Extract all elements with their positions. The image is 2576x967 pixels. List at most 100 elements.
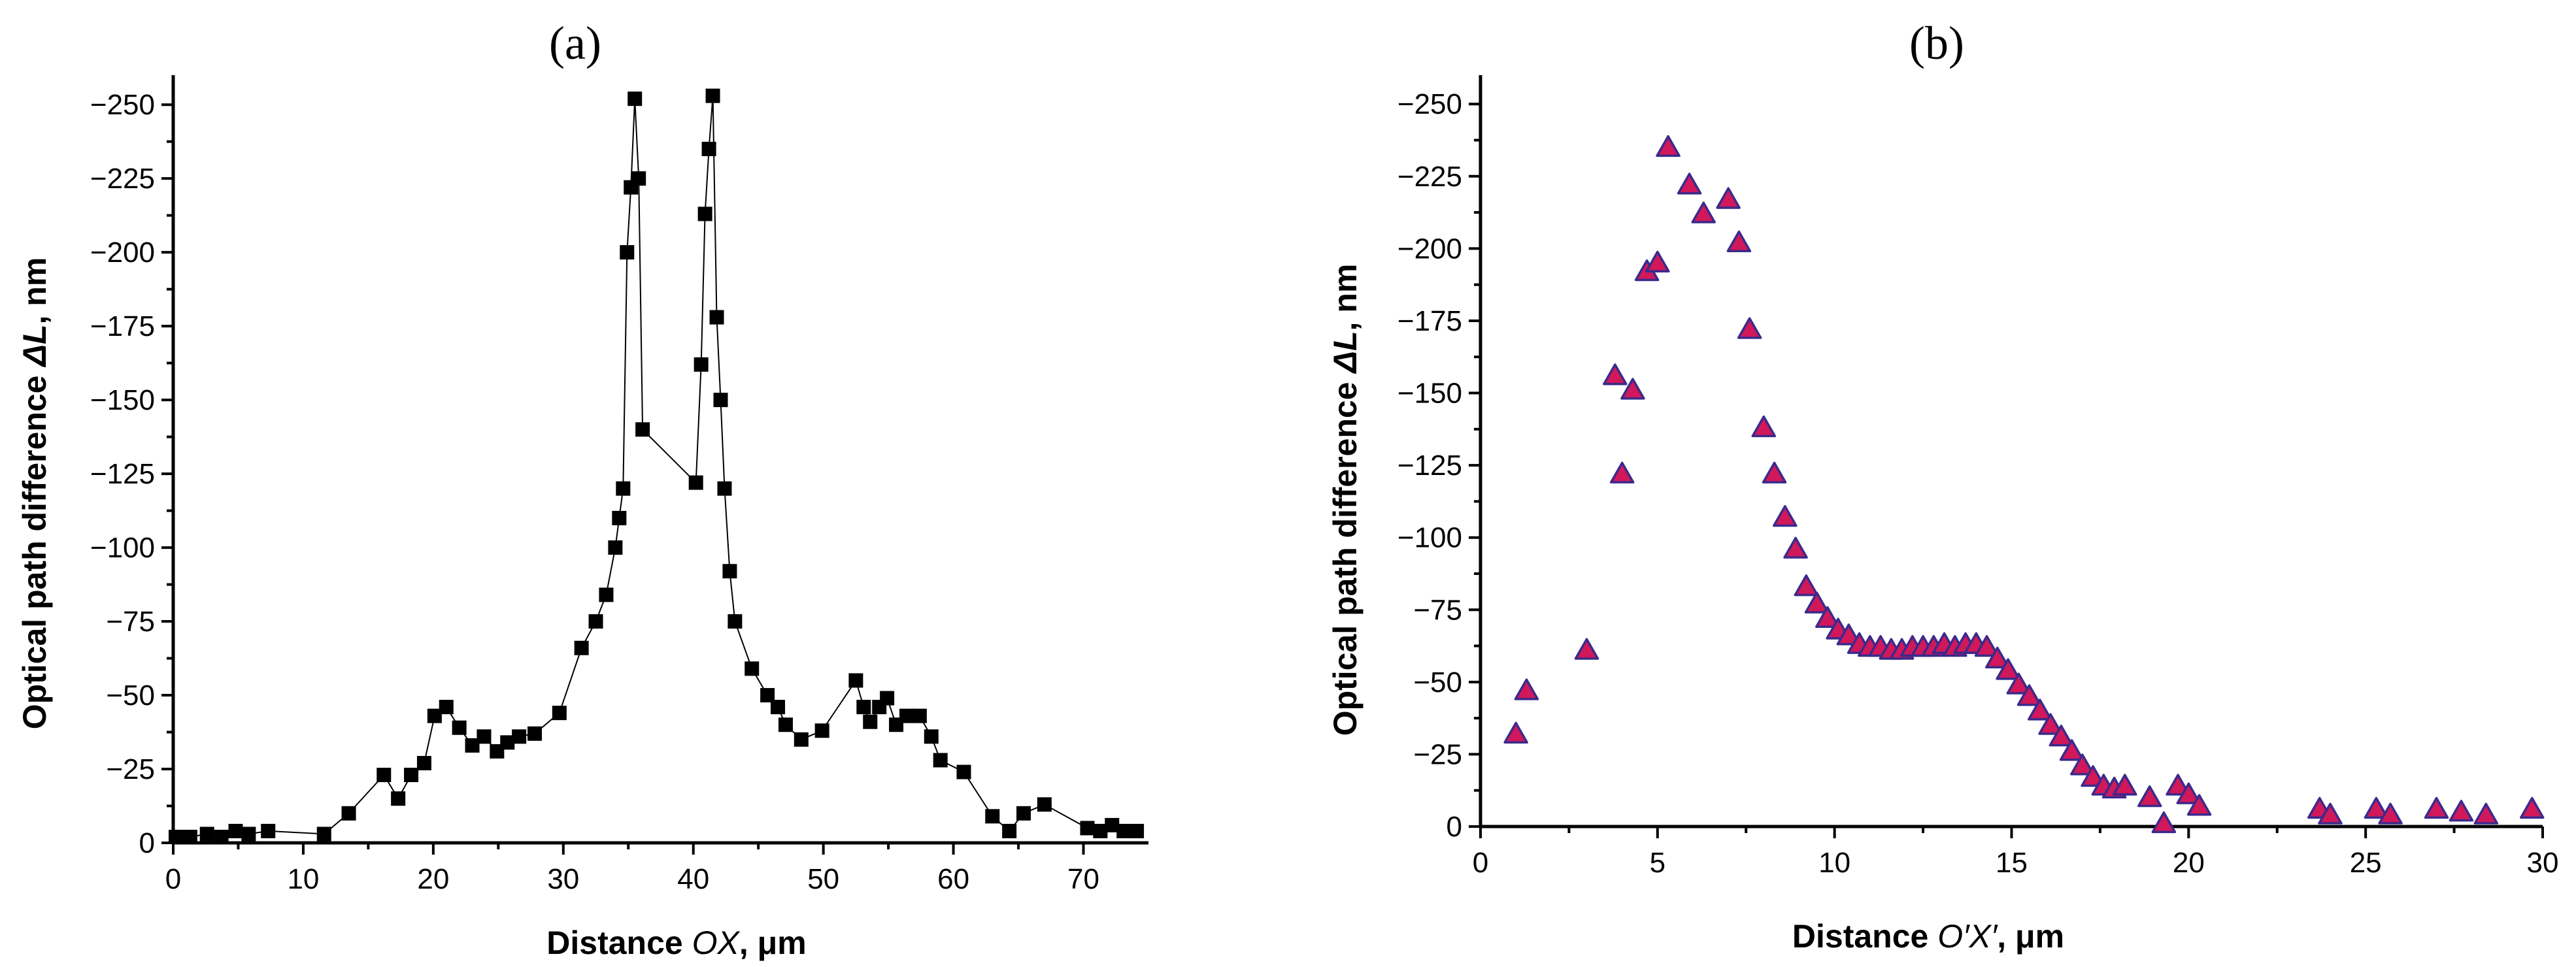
panel-a-x-tick-label: 70 <box>1067 863 1099 895</box>
panel-a-data-point <box>744 661 760 676</box>
panel-a-data-point <box>439 700 454 715</box>
panel-a-data-point <box>924 729 939 744</box>
panel-a-data-point <box>477 729 492 744</box>
panel-b-data-point <box>1716 187 1741 209</box>
panel-a-data-point <box>241 827 256 842</box>
panel-b-y-tick-label: 0 <box>1447 811 1462 843</box>
panel-b-data-point <box>2449 800 2474 822</box>
panel-a-x-tick-label: 40 <box>677 863 709 895</box>
panel-a-data-point <box>588 614 603 629</box>
panel-a-data-point <box>527 726 543 741</box>
panel-b-data-point <box>2473 802 2499 825</box>
panel-b-data-point <box>1815 606 1840 629</box>
panel-b-data-point <box>2137 785 2162 808</box>
panel-a-chart: (a) Distance OX, μm Optical path differe… <box>16 17 1148 961</box>
panel-b-y-tick-label: −125 <box>1397 450 1462 482</box>
panel-a-data-point <box>616 481 631 496</box>
panel-b-x-tick-label: 25 <box>2350 847 2382 879</box>
panel-b-data-point <box>1677 172 1702 195</box>
panel-a-data-point <box>722 564 737 579</box>
panel-a-data-point <box>697 206 712 221</box>
panel-a-data-point <box>1016 806 1031 821</box>
panel-a-data-point <box>688 475 703 490</box>
panel-a-data-point <box>182 829 197 844</box>
panel-a-data-point <box>771 700 786 715</box>
panel-b-data-point <box>1773 504 1798 527</box>
panel-a-data-point <box>794 732 809 747</box>
panel-a-data-point <box>261 823 276 838</box>
panel-b-data-point <box>1603 363 1628 385</box>
panel-b-y-tick-label: −150 <box>1397 378 1462 410</box>
panel-b-data-point <box>1762 461 1787 484</box>
panel-b-data-point <box>1974 635 1999 657</box>
panel-b-data-point <box>2364 796 2389 819</box>
panel-a-label: (a) <box>549 17 601 69</box>
panel-a-y-tick-label: −225 <box>90 163 155 195</box>
panel-a-y-tick-label: −200 <box>90 237 155 269</box>
panel-b-y-tick-label: −25 <box>1413 738 1462 770</box>
panel-b-y-tick-label: −200 <box>1397 233 1462 265</box>
panel-b-chart: (b) Distance O′X′, μm Optical path diffe… <box>1327 17 2558 955</box>
panel-a-data-point <box>341 806 356 821</box>
panel-a-y-tick-label: −250 <box>90 89 155 121</box>
panel-a-data-point <box>863 714 878 729</box>
panel-a-y-tick-label: −175 <box>90 310 155 342</box>
panel-a-y-axis-title: Optical path difference ΔL, nm <box>16 257 53 730</box>
panel-a-data-point <box>574 640 589 655</box>
panel-a-data-point <box>599 587 614 602</box>
panel-a-x-axis-title: Distance OX, μm <box>546 925 806 961</box>
panel-a-data-point <box>228 823 243 838</box>
panel-b-data-point <box>2520 796 2545 819</box>
panel-b-y-axis-title: Optical path difference ΔL, nm <box>1327 264 1363 736</box>
panel-a-data-point <box>608 540 623 555</box>
panel-a-data-point <box>1116 823 1131 838</box>
panel-a-data-point <box>427 708 442 723</box>
panel-a-data-point <box>705 88 720 103</box>
panel-b-data-point <box>2176 782 2201 804</box>
panel-b-y-tick-label: −50 <box>1413 666 1462 698</box>
panel-a-data-point <box>1002 823 1017 838</box>
panel-b-data-point <box>1783 536 1808 559</box>
panel-a-data-point <box>899 708 914 723</box>
panel-a-data-point <box>404 768 419 783</box>
panel-a-data-point <box>316 827 331 842</box>
panel-a-data-point <box>912 708 927 723</box>
panel-a-data-point <box>168 829 183 844</box>
panel-a-data-point <box>713 393 728 408</box>
panel-b-data-point <box>2028 698 2052 721</box>
panel-b-x-tick-label: 15 <box>1996 847 2028 879</box>
panel-b-data-point <box>1751 415 1777 438</box>
panel-a-data-point <box>760 688 775 703</box>
panel-b-y-tick-label: −100 <box>1397 522 1462 554</box>
panel-a-data-point <box>627 91 643 107</box>
panel-a-data-point <box>500 735 515 750</box>
panel-a-data-point <box>391 791 406 806</box>
panel-a-y-tick-label: −25 <box>106 753 155 785</box>
panel-b-data-point <box>1836 623 1862 646</box>
panel-b-data-point <box>1645 250 1670 272</box>
panel-b-data-point <box>2166 774 2190 796</box>
panel-a-data-point <box>376 768 392 783</box>
panel-a-x-tick-label: 50 <box>807 863 839 895</box>
panel-a-data-point <box>848 673 863 688</box>
panel-a-data-point <box>416 755 431 770</box>
panel-b-data-point <box>1726 230 1752 253</box>
panel-a-data-point <box>985 809 1000 824</box>
panel-a-data-point <box>1080 821 1095 836</box>
panel-b-data-point <box>1656 135 1681 157</box>
panel-a-y-tick-label: −100 <box>90 532 155 564</box>
panel-a-data-point <box>728 614 743 629</box>
panel-a-series-line <box>176 95 1137 838</box>
panel-b-data-point <box>1620 378 1645 400</box>
panel-b-data-point <box>1794 574 1819 597</box>
panel-b-data-point <box>2070 753 2095 776</box>
panel-a-x-tick-label: 0 <box>165 863 181 895</box>
panel-a-data-point <box>214 829 229 844</box>
panel-b-data-point <box>2318 802 2343 825</box>
panel-a-data-point <box>631 171 646 186</box>
panel-a-data-point <box>856 700 871 715</box>
panel-a-data-point <box>933 753 948 768</box>
panel-b-data-point <box>1996 658 2020 680</box>
panel-b-data-point <box>1985 646 2010 668</box>
